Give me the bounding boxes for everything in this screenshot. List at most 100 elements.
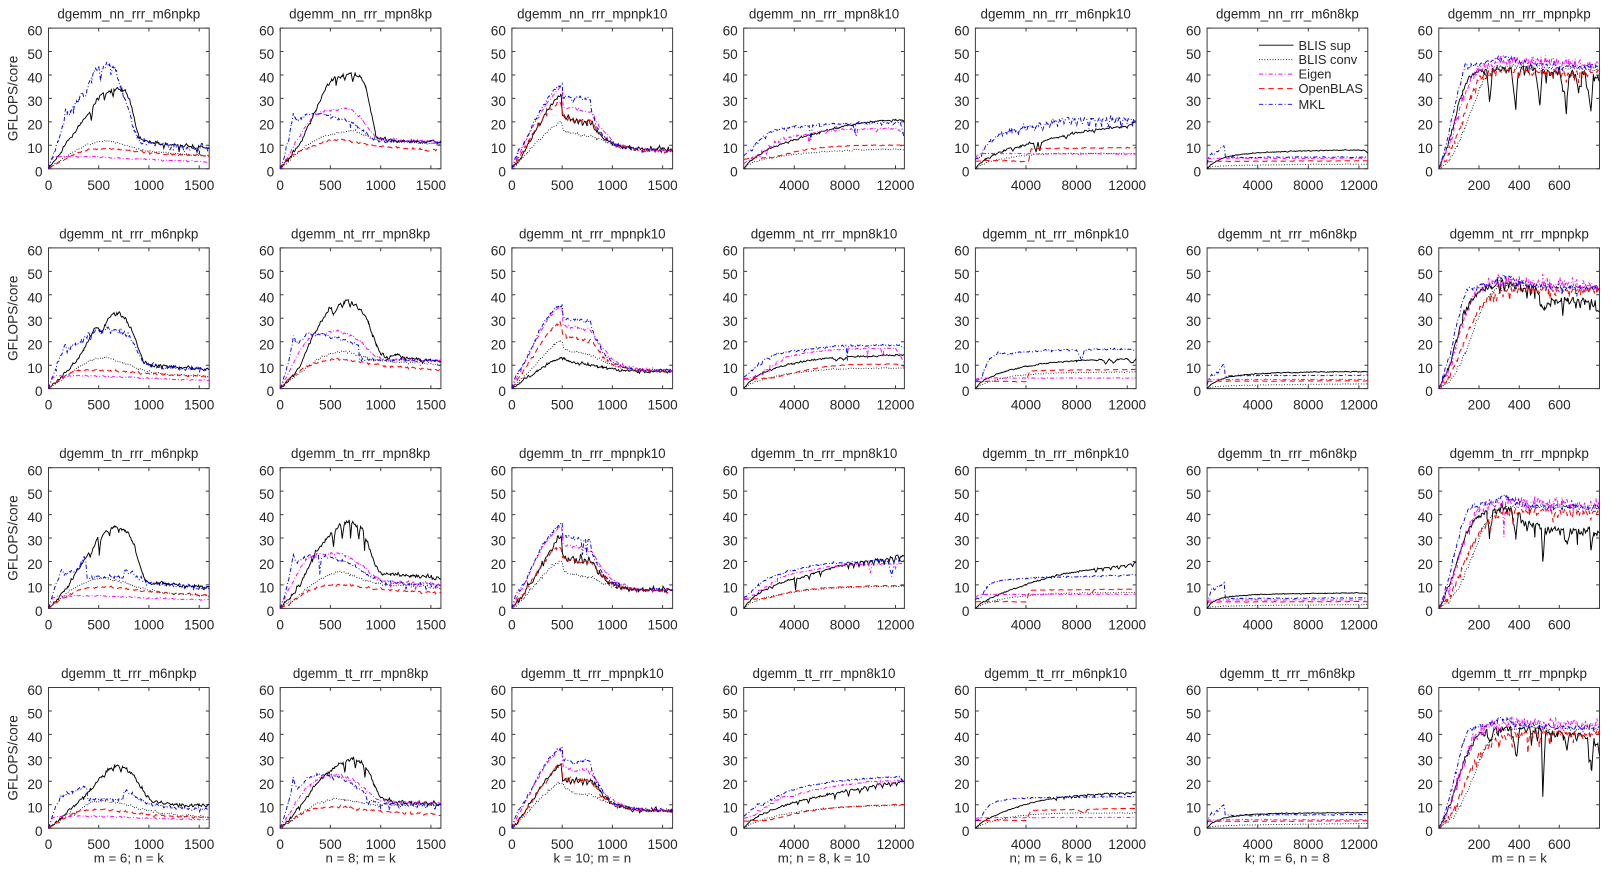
- svg-text:40: 40: [27, 510, 43, 525]
- svg-text:20: 20: [27, 118, 43, 133]
- svg-text:500: 500: [87, 398, 110, 413]
- svg-text:20: 20: [491, 118, 507, 133]
- svg-text:50: 50: [491, 47, 507, 62]
- svg-text:40: 40: [491, 290, 507, 305]
- svg-text:4000: 4000: [1011, 398, 1042, 413]
- svg-text:500: 500: [319, 178, 342, 193]
- svg-text:10: 10: [1186, 581, 1202, 596]
- svg-text:10: 10: [259, 800, 275, 815]
- svg-text:0: 0: [267, 824, 275, 839]
- svg-text:dgemm_nn_rrr_mpnpkp: dgemm_nn_rrr_mpnpkp: [1448, 7, 1591, 22]
- svg-text:30: 30: [27, 314, 43, 329]
- svg-text:40: 40: [954, 510, 970, 525]
- svg-text:20: 20: [1186, 337, 1202, 352]
- svg-text:4000: 4000: [1243, 398, 1274, 413]
- svg-text:0: 0: [498, 824, 506, 839]
- svg-text:500: 500: [551, 837, 574, 852]
- svg-text:50: 50: [259, 267, 275, 282]
- svg-text:60: 60: [1186, 24, 1202, 39]
- svg-text:8000: 8000: [1293, 178, 1324, 193]
- svg-text:30: 30: [259, 94, 275, 109]
- svg-text:10: 10: [27, 581, 43, 596]
- svg-text:50: 50: [1186, 707, 1202, 722]
- svg-text:60: 60: [1418, 683, 1434, 698]
- svg-text:10: 10: [723, 581, 739, 596]
- svg-text:20: 20: [723, 337, 739, 352]
- svg-text:40: 40: [27, 290, 43, 305]
- svg-text:4000: 4000: [779, 617, 810, 632]
- svg-text:0: 0: [730, 384, 738, 399]
- svg-text:dgemm_nn_rrr_mpn8kp: dgemm_nn_rrr_mpn8kp: [289, 7, 432, 22]
- svg-text:200: 200: [1468, 617, 1491, 632]
- svg-text:30: 30: [1186, 94, 1202, 109]
- svg-text:1000: 1000: [134, 398, 165, 413]
- svg-text:0: 0: [267, 604, 275, 619]
- svg-text:dgemm_nn_rrr_m6npk10: dgemm_nn_rrr_m6npk10: [981, 7, 1131, 22]
- svg-text:m = 6; n = k: m = 6; n = k: [94, 851, 165, 866]
- svg-text:600: 600: [1548, 398, 1571, 413]
- svg-text:8000: 8000: [1293, 617, 1324, 632]
- svg-text:dgemm_tn_rrr_mpnpkp: dgemm_tn_rrr_mpnpkp: [1450, 446, 1589, 461]
- svg-text:12000: 12000: [1108, 178, 1146, 193]
- svg-text:60: 60: [27, 463, 43, 478]
- svg-text:200: 200: [1468, 178, 1491, 193]
- svg-text:40: 40: [723, 71, 739, 86]
- svg-text:500: 500: [319, 398, 342, 413]
- svg-text:400: 400: [1508, 837, 1531, 852]
- svg-text:10: 10: [954, 141, 970, 156]
- svg-text:0: 0: [1194, 164, 1202, 179]
- svg-text:m; n = 8, k = 10: m; n = 8, k = 10: [778, 851, 870, 866]
- svg-text:0: 0: [508, 837, 516, 852]
- svg-text:8000: 8000: [1061, 617, 1092, 632]
- svg-text:30: 30: [954, 534, 970, 549]
- svg-text:12000: 12000: [1340, 178, 1378, 193]
- svg-text:BLIS sup: BLIS sup: [1299, 38, 1351, 53]
- svg-text:50: 50: [259, 47, 275, 62]
- svg-text:60: 60: [27, 683, 43, 698]
- svg-text:30: 30: [723, 754, 739, 769]
- svg-text:10: 10: [954, 800, 970, 815]
- svg-text:0: 0: [45, 617, 53, 632]
- svg-text:600: 600: [1548, 178, 1571, 193]
- svg-text:50: 50: [1186, 267, 1202, 282]
- svg-text:10: 10: [1418, 581, 1434, 596]
- svg-text:30: 30: [723, 94, 739, 109]
- svg-text:10: 10: [27, 800, 43, 815]
- svg-text:dgemm_tt_rrr_m6npk10: dgemm_tt_rrr_m6npk10: [984, 666, 1127, 681]
- svg-text:4000: 4000: [779, 178, 810, 193]
- svg-text:0: 0: [1194, 604, 1202, 619]
- svg-text:0: 0: [35, 824, 43, 839]
- svg-text:k = 10; m = n: k = 10; m = n: [553, 851, 631, 866]
- svg-text:GFLOPS/core: GFLOPS/core: [6, 276, 21, 361]
- svg-text:40: 40: [27, 71, 43, 86]
- svg-text:30: 30: [954, 754, 970, 769]
- svg-text:0: 0: [1425, 604, 1433, 619]
- svg-text:30: 30: [1418, 534, 1434, 549]
- svg-text:0: 0: [508, 398, 516, 413]
- svg-text:20: 20: [1418, 118, 1434, 133]
- svg-text:dgemm_nt_rrr_mpnpkp: dgemm_nt_rrr_mpnpkp: [1450, 226, 1589, 241]
- svg-text:12000: 12000: [1340, 398, 1378, 413]
- svg-text:n = 8; m = k: n = 8; m = k: [325, 851, 396, 866]
- svg-text:30: 30: [954, 94, 970, 109]
- svg-text:dgemm_nt_rrr_m6n8kp: dgemm_nt_rrr_m6n8kp: [1218, 226, 1357, 241]
- svg-text:60: 60: [491, 463, 507, 478]
- svg-text:20: 20: [27, 777, 43, 792]
- svg-text:60: 60: [954, 683, 970, 698]
- svg-text:30: 30: [491, 754, 507, 769]
- svg-text:20: 20: [1186, 777, 1202, 792]
- svg-text:GFLOPS/core: GFLOPS/core: [6, 56, 21, 141]
- svg-text:30: 30: [27, 754, 43, 769]
- svg-text:40: 40: [259, 510, 275, 525]
- svg-text:1500: 1500: [647, 398, 678, 413]
- svg-text:1500: 1500: [416, 617, 447, 632]
- svg-text:MKL: MKL: [1299, 97, 1326, 112]
- svg-text:50: 50: [27, 267, 43, 282]
- svg-text:10: 10: [491, 581, 507, 596]
- svg-text:20: 20: [259, 557, 275, 572]
- svg-text:50: 50: [491, 267, 507, 282]
- svg-text:40: 40: [259, 730, 275, 745]
- svg-text:4000: 4000: [1011, 837, 1042, 852]
- svg-text:40: 40: [491, 71, 507, 86]
- svg-text:dgemm_nn_rrr_mpn8k10: dgemm_nn_rrr_mpn8k10: [749, 7, 899, 22]
